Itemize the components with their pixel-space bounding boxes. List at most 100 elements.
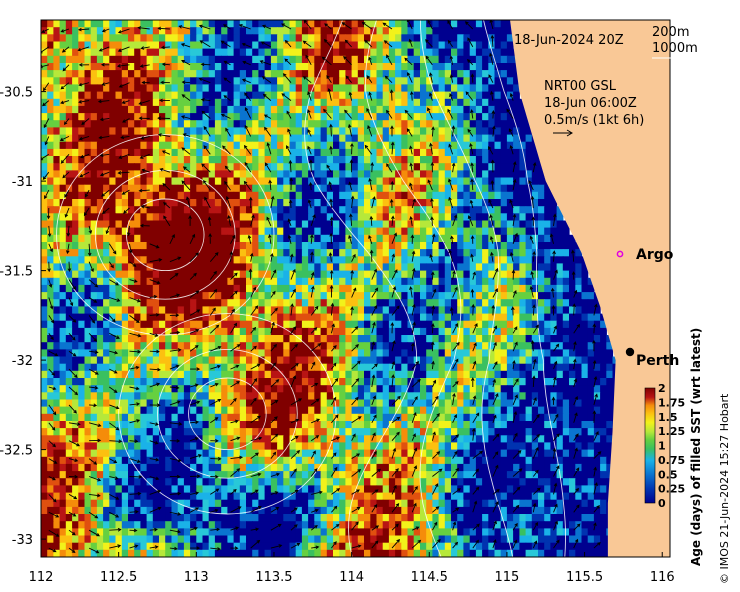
sst-cell [84, 421, 92, 429]
sst-cell [252, 335, 259, 343]
sst-cell [128, 435, 135, 444]
sst-cell [506, 306, 514, 315]
sst-cell [246, 385, 253, 393]
sst-cell [500, 335, 508, 343]
sst-cell [426, 399, 433, 408]
sst-cell [65, 435, 73, 444]
sst-cell [196, 20, 204, 28]
sst-cell [289, 141, 297, 150]
sst-cell [345, 41, 353, 50]
sst-cell [165, 399, 172, 408]
sst-cell [134, 234, 141, 243]
sst-cell [59, 127, 67, 136]
sst-cell [277, 191, 284, 200]
sst-cell [214, 277, 222, 286]
sst-cell [426, 335, 433, 343]
sst-cell [115, 242, 123, 250]
sst-cell [370, 234, 378, 243]
sst-cell [264, 299, 272, 307]
sst-cell [438, 249, 446, 257]
sst-cell [457, 277, 464, 286]
sst-cell [177, 385, 185, 393]
sst-cell [451, 406, 458, 415]
sst-cell [165, 20, 172, 28]
sst-cell [376, 242, 384, 250]
sst-cell [326, 392, 334, 401]
sst-cell [562, 385, 570, 393]
sst-cell [152, 392, 160, 401]
sst-cell [295, 256, 303, 265]
sst-cell [407, 399, 415, 408]
sst-cell [84, 406, 92, 415]
sst-cell [301, 227, 309, 236]
sst-cell [593, 385, 601, 393]
sst-cell [295, 27, 303, 35]
sst-cell [239, 370, 247, 379]
sst-cell [152, 70, 160, 78]
sst-cell [72, 177, 79, 186]
sst-cell [214, 141, 222, 150]
sst-cell [351, 170, 359, 179]
sst-cell [538, 413, 545, 422]
sst-cell [115, 27, 123, 35]
sst-cell [78, 335, 86, 343]
sst-cell [233, 392, 241, 401]
sst-cell [569, 349, 576, 358]
sst-cell [84, 98, 92, 107]
sst-cell [96, 356, 104, 365]
sst-cell [388, 242, 396, 250]
sst-cell [283, 206, 291, 214]
sst-cell [171, 184, 179, 193]
sst-cell [146, 177, 154, 186]
sst-cell [41, 163, 48, 171]
sst-cell [264, 320, 272, 329]
sst-cell [270, 292, 278, 300]
sst-cell [314, 392, 322, 401]
sst-cell [65, 292, 73, 300]
sst-cell [239, 156, 247, 164]
sst-cell [177, 320, 185, 329]
sst-cell [121, 91, 129, 100]
sst-cell [214, 370, 222, 379]
sst-cell [413, 342, 421, 350]
sst-cell [233, 134, 241, 143]
sst-cell [314, 277, 322, 286]
sst-cell [289, 256, 297, 265]
sst-cell [252, 234, 259, 243]
sst-cell [519, 363, 527, 372]
sst-cell [301, 148, 309, 157]
sst-cell [351, 263, 359, 272]
sst-cell [301, 342, 309, 350]
sst-cell [531, 256, 539, 265]
sst-cell [177, 327, 185, 336]
sst-cell [451, 63, 458, 71]
sst-cell [214, 234, 222, 243]
sst-cell [121, 227, 129, 236]
sst-cell [152, 363, 160, 372]
sst-cell [345, 105, 353, 114]
sst-cell [308, 406, 315, 415]
sst-cell [351, 413, 359, 422]
sst-cell [47, 156, 54, 164]
sst-cell [109, 349, 117, 358]
sst-cell [376, 105, 384, 114]
sst-cell [258, 48, 266, 57]
sst-cell [401, 163, 409, 171]
sst-cell [171, 84, 179, 93]
sst-cell [482, 399, 489, 408]
sst-cell [432, 277, 440, 286]
sst-cell [159, 77, 166, 86]
sst-cell [146, 363, 154, 372]
sst-cell [413, 34, 421, 43]
sst-cell [500, 177, 508, 186]
sst-cell [190, 199, 197, 207]
sst-cell [556, 356, 564, 365]
sst-cell [475, 327, 483, 336]
sst-cell [494, 27, 502, 35]
sst-cell [413, 141, 421, 150]
sst-cell [72, 249, 79, 257]
sst-cell [41, 320, 48, 329]
sst-cell [146, 27, 154, 35]
sst-cell [109, 406, 117, 415]
sst-cell [550, 213, 558, 222]
